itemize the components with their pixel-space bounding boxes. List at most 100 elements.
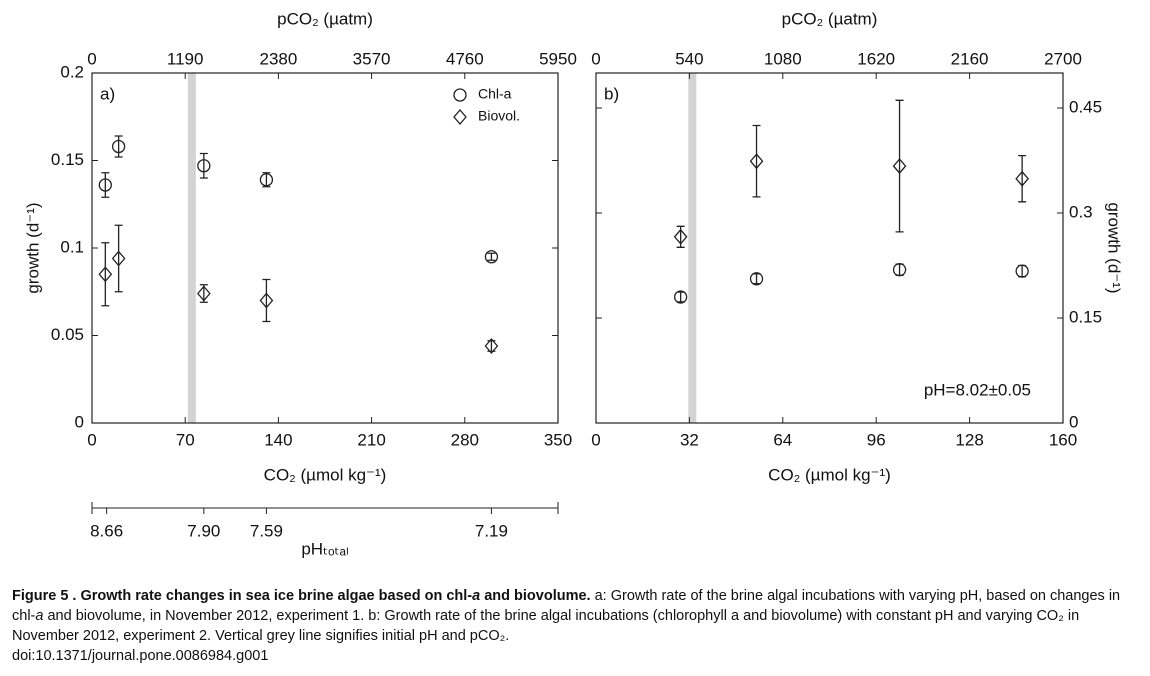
x2-tick-label: 4760 <box>446 49 484 68</box>
caption-title: Figure 5 . Growth rate changes in sea ic… <box>12 588 473 604</box>
x-tick-label: 0 <box>591 430 600 449</box>
y-tick-label: 0.05 <box>51 325 84 344</box>
x3-axis-title: pHₜₒₜₐₗ <box>301 539 348 558</box>
y-tick-label: 0.15 <box>51 150 84 169</box>
y-axis-title: growth (d⁻¹) <box>1105 202 1124 293</box>
x2-tick-label: 2700 <box>1044 49 1082 68</box>
marker-diamond <box>749 153 764 170</box>
x2-tick-label: 0 <box>591 49 600 68</box>
x-tick-label: 96 <box>867 430 886 449</box>
marker-diamond <box>98 266 113 283</box>
error-bar <box>1018 264 1027 278</box>
y-tick-label: 0.45 <box>1069 97 1102 116</box>
x-tick-label: 160 <box>1049 430 1077 449</box>
error-bar <box>752 273 761 285</box>
y-tick-label: 0.2 <box>60 62 84 81</box>
plot-frame <box>595 72 1064 424</box>
error-bar <box>262 278 271 323</box>
x-tick-label: 210 <box>357 430 385 449</box>
plot-frame <box>91 72 559 424</box>
error-bar <box>101 172 110 198</box>
marker-circle <box>98 178 112 192</box>
error-bar <box>199 284 208 303</box>
x3-tick-label: 8.66 <box>90 521 123 540</box>
error-bar <box>487 340 496 352</box>
caption-title: a <box>472 588 481 604</box>
y-axis-title: growth (d⁻¹) <box>23 202 42 293</box>
caption: Figure 5 . Growth rate changes in sea ic… <box>12 586 1142 666</box>
x3-tick-label: 7.90 <box>187 521 220 540</box>
error-bar <box>101 242 110 307</box>
marker-circle <box>197 159 211 173</box>
error-bar <box>752 124 761 198</box>
marker-circle <box>111 139 126 154</box>
x-tick-label: 64 <box>773 430 792 449</box>
x2-tick-label: 0 <box>87 49 96 68</box>
x2-tick-label: 3570 <box>353 49 391 68</box>
x2-tick-label: 1080 <box>764 49 802 68</box>
y-tick-label: 0.1 <box>60 237 84 256</box>
y-tick-label: 0.3 <box>1069 202 1093 221</box>
y-tick-label: 0.15 <box>1069 307 1102 326</box>
figure: 0 70 140 210 280 350 CO₂ (µmol kg⁻¹) 0 1190 2380 3… <box>23 9 1124 558</box>
y-tick-label: 0 <box>1069 412 1078 431</box>
marker-circle <box>892 263 907 277</box>
panel-label: b) <box>604 84 619 103</box>
x-tick-label: 32 <box>680 430 699 449</box>
legend-marker <box>453 88 467 102</box>
x3-tick-label: 7.59 <box>250 521 283 540</box>
error-bar <box>262 172 271 188</box>
x-axis-title: CO₂ (µmol kg⁻¹) <box>264 465 387 484</box>
annotation: pH=8.02±0.05 <box>924 380 1031 399</box>
x3-axis-line <box>91 502 559 514</box>
reference-line <box>187 73 196 423</box>
caption-text: a <box>35 608 44 624</box>
error-bar <box>487 252 496 261</box>
y-tick-label: 0 <box>75 412 84 431</box>
caption-text: a: Growth rate of the brine algal incuba… <box>12 588 1121 624</box>
legend-label: Chl-a <box>478 86 512 102</box>
marker-diamond <box>484 338 499 354</box>
marker-diamond <box>1015 170 1029 187</box>
legend-marker <box>453 109 467 125</box>
x-tick-label: 128 <box>955 430 983 449</box>
x-tick-label: 0 <box>87 430 96 449</box>
marker-diamond <box>111 250 126 267</box>
x2-tick-label: 2380 <box>259 49 297 68</box>
caption-text: and biovolume, in November 2012, experim… <box>12 608 1080 644</box>
marker-diamond <box>196 285 211 302</box>
marker-diamond <box>892 158 907 175</box>
error-bar <box>114 224 123 293</box>
error-bar <box>895 263 904 276</box>
error-bar <box>676 291 685 303</box>
x2-axis-title: pCO₂ (µatm) <box>277 9 373 28</box>
x2-tick-label: 540 <box>675 49 703 68</box>
marker-circle <box>749 272 764 286</box>
legend-label: Biovol. <box>478 108 520 124</box>
marker-circle <box>259 173 274 187</box>
x-tick-label: 350 <box>544 430 572 449</box>
caption-title: and biovolume. <box>480 588 591 604</box>
marker-circle <box>1015 264 1029 278</box>
marker-diamond <box>673 228 688 245</box>
error-bar <box>114 135 123 158</box>
x2-tick-label: 5950 <box>539 49 577 68</box>
x-axis-title: CO₂ (µmol kg⁻¹) <box>768 465 891 484</box>
x2-axis-title: pCO₂ (µatm) <box>782 9 878 28</box>
error-bar <box>1018 154 1027 203</box>
x2-tick-label: 1620 <box>857 49 895 68</box>
reference-line <box>688 73 697 423</box>
x2-tick-label: 1190 <box>167 49 204 68</box>
caption-doi: doi:10.1371/journal.pone.0086984.g001 <box>12 648 269 664</box>
x-tick-label: 140 <box>264 430 292 449</box>
x2-tick-label: 2160 <box>951 49 989 68</box>
x-tick-label: 280 <box>451 430 479 449</box>
x3-tick-label: 7.19 <box>475 521 508 540</box>
marker-circle <box>673 290 688 304</box>
error-bar <box>895 99 904 233</box>
error-bar <box>199 152 208 179</box>
x-tick-label: 70 <box>176 430 195 449</box>
marker-circle <box>484 250 499 264</box>
marker-diamond <box>259 292 274 309</box>
